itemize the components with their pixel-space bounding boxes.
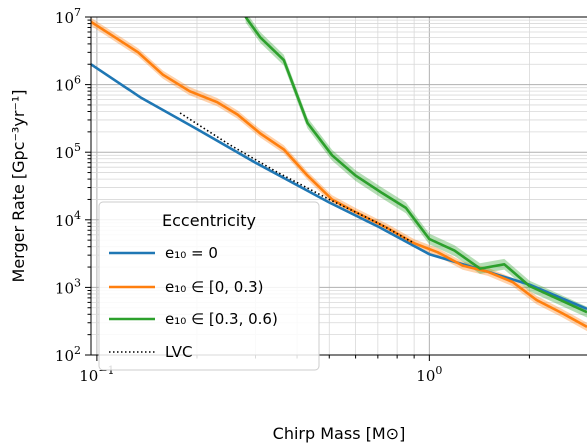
legend-label-1: e₁₀ ∈ [0, 0.3) [165,278,264,296]
y-axis-label: Merger Rate [Gpc⁻³yr⁻¹] [9,90,28,283]
y-tick-label: 107 [55,6,81,27]
legend-title: Eccentricity [162,211,256,230]
series-line-0 [91,63,587,311]
legend: Eccentricity e₁₀ = 0 e₁₀ ∈ [0, 0.3) e₁₀ ∈ … [98,201,320,371]
y-tick-label: 103 [55,276,81,297]
series-lines [91,17,587,329]
y-tick-label: 105 [55,141,81,162]
legend-label-0: e₁₀ = 0 [165,244,218,262]
legend-entries: e₁₀ = 0 e₁₀ ∈ [0, 0.3) e₁₀ ∈ [0.3, 0.6) LVC [109,244,278,361]
legend-label-2: e₁₀ ∈ [0.3, 0.6) [165,310,278,328]
series-line-2 [244,17,587,314]
legend-box [98,201,320,371]
series-line-3 [179,112,415,244]
x-axis-label: Chirp Mass [M⊙] [273,424,406,443]
legend-label-3: LVC [165,343,192,361]
axis-ticks [85,16,530,361]
y-tick-label: 104 [55,209,81,230]
y-tick-label: 102 [55,344,81,365]
y-tick-label: 106 [55,74,81,95]
x-tick-label: 100 [416,364,442,385]
